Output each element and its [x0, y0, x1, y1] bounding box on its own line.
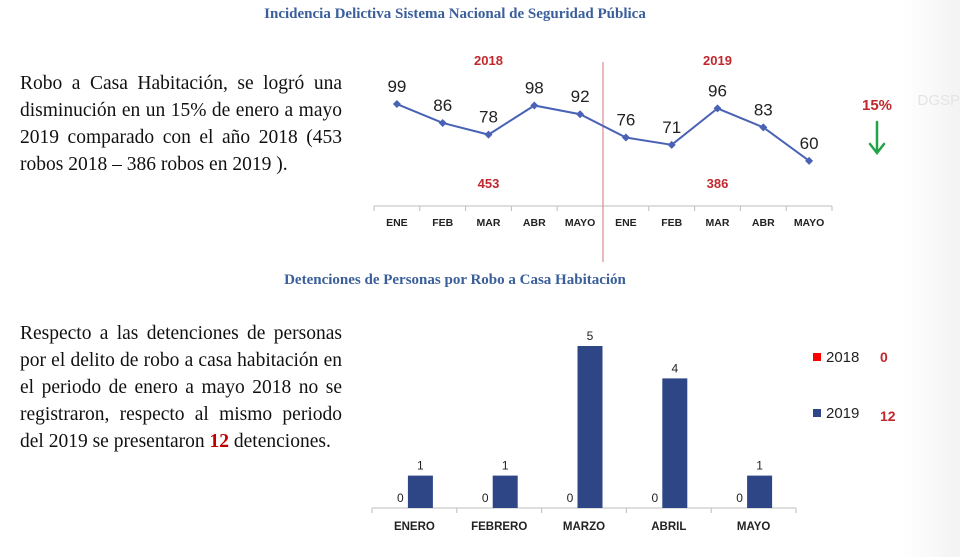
line-data-label: 78: [479, 108, 498, 127]
line-point: [805, 156, 814, 165]
bar-x-tick-label: MARZO: [563, 521, 605, 533]
line-point: [530, 101, 539, 110]
bar-2018-data-label: 0: [651, 491, 658, 505]
line-x-tick-label: MAYO: [794, 217, 825, 229]
bar-2019-data-label: 1: [417, 459, 424, 473]
line-x-tick-label: ABR: [523, 217, 546, 229]
section1-text: Robo a Casa Habitación, se logró una dis…: [20, 73, 342, 175]
line-data-label: 96: [708, 81, 727, 100]
legend-swatch: [813, 353, 821, 361]
line-x-tick-label: ABR: [752, 217, 775, 229]
year-group-label: 2019: [703, 53, 732, 68]
bar-2019-data-label: 1: [756, 459, 763, 473]
line-data-label: 83: [754, 100, 773, 119]
section2-text-before: Respecto a las detenciones de personas p…: [20, 323, 342, 452]
down-arrow-icon: [868, 120, 886, 156]
line-point: [667, 140, 676, 149]
right-edge-shadow: DGSP: [902, 0, 960, 557]
line-data-label: 99: [387, 77, 406, 96]
line-data-label: 92: [571, 87, 590, 106]
bar-2018-data-label: 0: [736, 491, 743, 505]
legend-total: 12: [880, 408, 896, 424]
line-data-label: 71: [662, 118, 681, 137]
section2-text-after: detenciones.: [229, 431, 331, 452]
bar-2019-data-label: 5: [587, 329, 594, 343]
edge-watermark-text: DGSP: [917, 92, 960, 109]
bar-x-tick-label: FEBRERO: [471, 521, 527, 533]
line-point: [759, 123, 768, 132]
line-x-tick-label: MAYO: [565, 217, 596, 229]
line-data-label: 86: [433, 96, 452, 115]
bar-2018-data-label: 0: [567, 491, 574, 505]
change-percent-label: 15%: [862, 97, 892, 114]
legend-swatch: [813, 409, 821, 417]
line-x-tick-label: ENE: [615, 217, 637, 229]
year-group-total: 386: [707, 176, 729, 191]
bar-2018-data-label: 0: [482, 491, 489, 505]
line-point: [576, 110, 585, 119]
bar-2019-data-label: 1: [502, 459, 509, 473]
bar-x-tick-label: MAYO: [737, 521, 770, 533]
line-x-tick-label: MAR: [477, 217, 501, 229]
bar-2019: [577, 346, 603, 508]
year-group-label: 2018: [474, 53, 503, 68]
section1-title: Incidencia Delictiva Sistema Nacional de…: [264, 6, 646, 22]
line-point: [438, 118, 447, 127]
bar-2019: [747, 475, 773, 508]
legend-total: 0: [880, 349, 888, 365]
bar-x-tick-label: ABRIL: [651, 521, 686, 533]
line-x-tick-label: MAR: [706, 217, 730, 229]
bar-2019: [492, 475, 518, 508]
line-x-tick-label: ENE: [386, 217, 408, 229]
line-data-label: 98: [525, 78, 544, 97]
line-point: [713, 104, 722, 113]
legend-label: 2019: [826, 405, 859, 422]
legend-label: 2018: [826, 349, 859, 366]
line-x-tick-label: FEB: [432, 217, 453, 229]
section2-text: Respecto a las detenciones de personas p…: [20, 320, 342, 455]
line-x-tick-label: FEB: [661, 217, 682, 229]
line-point: [621, 133, 630, 142]
line-point: [484, 130, 493, 139]
year-group-total: 453: [478, 176, 500, 191]
bar-2018-data-label: 0: [397, 491, 404, 505]
bar-2019: [662, 378, 688, 508]
line-data-label: 76: [616, 111, 635, 130]
bar-2019-data-label: 4: [671, 361, 678, 375]
line-data-label: 60: [800, 134, 819, 153]
section2-title: Detenciones de Personas por Robo a Casa …: [284, 272, 626, 288]
line-point: [392, 100, 401, 109]
bar-x-tick-label: ENERO: [394, 521, 435, 533]
bar-2019: [407, 475, 433, 508]
line-series: [396, 103, 810, 162]
section2-text-highlight: 12: [209, 431, 230, 452]
